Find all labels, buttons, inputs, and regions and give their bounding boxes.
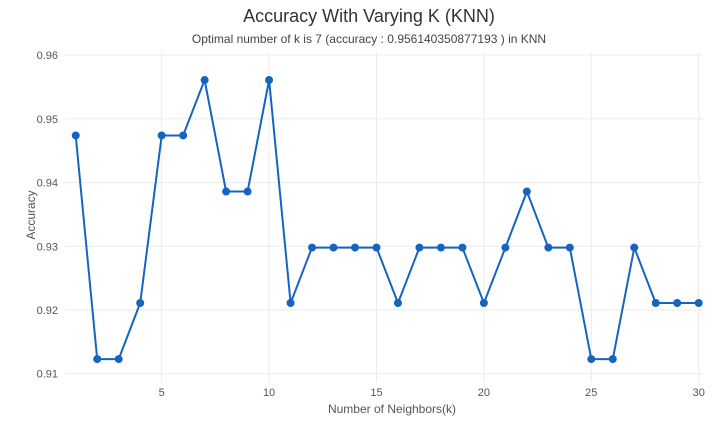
- data-point: [436, 243, 445, 252]
- chart-title: Accuracy With Varying K (KNN): [243, 6, 495, 26]
- data-point: [243, 187, 252, 196]
- data-point: [479, 299, 488, 308]
- series-line: [74, 79, 699, 361]
- series-points: [71, 76, 703, 364]
- data-point: [587, 355, 596, 364]
- data-point: [630, 243, 639, 252]
- data-point: [286, 299, 295, 308]
- x-axis-label: Number of Neighbors(k): [328, 402, 456, 416]
- chart-subtitle: Optimal number of k is 7 (accuracy : 0.9…: [192, 32, 546, 46]
- data-point: [93, 355, 102, 364]
- y-tick-label: 0.93: [37, 241, 58, 253]
- data-point: [308, 243, 317, 252]
- data-point: [71, 131, 80, 140]
- y-tick-label: 0.94: [37, 178, 58, 190]
- data-point: [351, 243, 359, 252]
- data-point: [673, 299, 682, 308]
- x-tick-label: 10: [263, 387, 275, 399]
- y-axis-ticks: 0.91 0.92 0.93 0.94 0.95 0.96: [37, 50, 58, 381]
- y-tick-label: 0.95: [37, 114, 58, 126]
- data-point: [114, 355, 123, 364]
- x-tick-label: 5: [159, 387, 165, 399]
- data-point: [458, 243, 467, 252]
- data-point: [501, 243, 510, 252]
- grid: [65, 52, 703, 382]
- data-point: [694, 299, 703, 308]
- x-tick-label: 20: [478, 387, 490, 399]
- data-point: [265, 76, 274, 85]
- data-point: [136, 299, 145, 308]
- data-point: [372, 243, 381, 252]
- data-point: [200, 76, 209, 85]
- x-tick-label: 15: [370, 387, 382, 399]
- data-point: [415, 243, 424, 252]
- y-tick-label: 0.92: [37, 305, 58, 317]
- data-point: [544, 243, 553, 252]
- data-point: [222, 187, 231, 196]
- y-axis-label: Accuracy: [24, 190, 38, 239]
- series-line-group: [74, 79, 699, 361]
- data-point: [651, 299, 660, 308]
- x-tick-label: 30: [693, 387, 705, 399]
- y-tick-label: 0.91: [37, 369, 58, 381]
- data-point: [393, 299, 402, 308]
- x-axis-ticks: 5 10 15 20 25 30: [159, 387, 705, 399]
- y-tick-label: 0.96: [37, 50, 58, 62]
- data-point: [608, 355, 617, 364]
- data-point: [157, 131, 166, 140]
- data-point: [329, 243, 338, 252]
- data-point: [179, 131, 188, 140]
- data-point: [522, 187, 531, 196]
- data-point: [565, 243, 574, 252]
- x-tick-label: 25: [585, 387, 597, 399]
